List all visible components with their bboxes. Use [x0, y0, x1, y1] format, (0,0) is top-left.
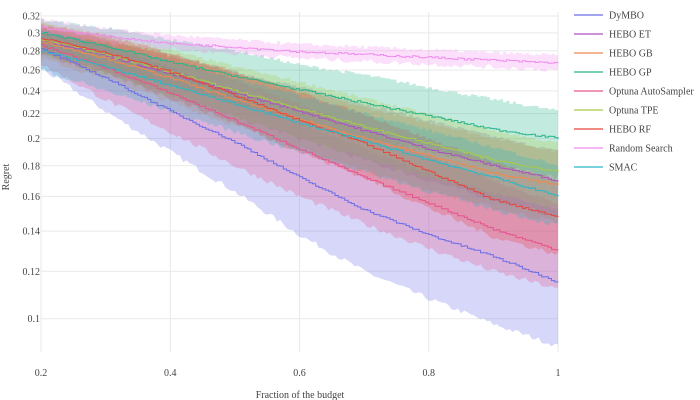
x-axis-title: Fraction of the budget [256, 390, 345, 400]
series-line [41, 43, 559, 251]
grid [40, 12, 559, 352]
confidence-band [41, 19, 558, 180]
legend-label: Optuna AutoSampler [609, 87, 694, 98]
y-axis-title: Regret [1, 163, 12, 190]
y-tick-label: 0.3 [28, 28, 41, 39]
y-tick-label: 0.26 [23, 66, 41, 77]
legend-item[interactable]: SMAC [574, 163, 638, 174]
y-tick-label: 0.14 [23, 227, 41, 238]
x-tick-label: 0.4 [164, 368, 177, 379]
confidence-band [41, 24, 558, 255]
series-line [41, 50, 559, 197]
legend[interactable]: DyMBO HEBO ET HEBO GB HEBO GP Optuna AutoSam… [574, 11, 694, 174]
y-tick-label: 0.22 [23, 109, 41, 120]
series-lines [41, 26, 559, 283]
series-line [41, 40, 559, 182]
legend-label: HEBO RF [609, 125, 651, 136]
confidence-band [41, 26, 558, 288]
x-tick-label: 0.6 [293, 368, 306, 379]
legend-item[interactable]: DyMBO [574, 11, 644, 22]
confidence-band [41, 30, 558, 226]
legend-label: DyMBO [609, 11, 644, 22]
confidence-band [41, 28, 558, 347]
legend-label: HEBO GP [609, 68, 652, 79]
legend-item[interactable]: Optuna TPE [574, 106, 659, 117]
legend-label: Optuna TPE [609, 106, 659, 117]
legend-label: SMAC [609, 163, 638, 174]
y-tick-label: 0.2 [28, 134, 41, 145]
y-tick-label: 0.12 [23, 267, 41, 278]
x-axis-ticks: 0.2 0.4 0.6 0.8 1 [35, 368, 561, 379]
legend-label: Random Search [609, 144, 673, 155]
x-tick-label: 0.2 [35, 368, 48, 379]
legend-item[interactable]: HEBO RF [574, 125, 651, 136]
series-line [41, 32, 559, 140]
series-line [41, 38, 559, 217]
confidence-band [41, 18, 558, 72]
legend-item[interactable]: HEBO GP [574, 68, 652, 79]
legend-item[interactable]: HEBO ET [574, 30, 651, 41]
y-tick-label: 0.16 [23, 192, 41, 203]
legend-item[interactable]: Random Search [574, 144, 673, 155]
confidence-band [41, 22, 558, 209]
x-tick-label: 1 [556, 368, 561, 379]
series-line [41, 48, 559, 283]
y-tick-label: 0.18 [23, 161, 41, 172]
series-line [41, 26, 559, 64]
y-tick-label: 0.28 [23, 46, 41, 57]
legend-item[interactable]: HEBO GB [574, 49, 653, 60]
y-tick-label: 0.24 [23, 86, 41, 97]
y-tick-label: 0.1 [28, 314, 41, 325]
legend-item[interactable]: Optuna AutoSampler [574, 87, 694, 98]
legend-label: HEBO GB [609, 49, 653, 60]
y-tick-label: 0.32 [23, 12, 41, 23]
y-axis-ticks: 0.1 0.12 0.14 0.16 0.18 0.2 0.22 0.24 0.26 0.28 0.… [23, 12, 41, 326]
x-tick-label: 0.8 [423, 368, 436, 379]
legend-label: HEBO ET [609, 30, 651, 41]
